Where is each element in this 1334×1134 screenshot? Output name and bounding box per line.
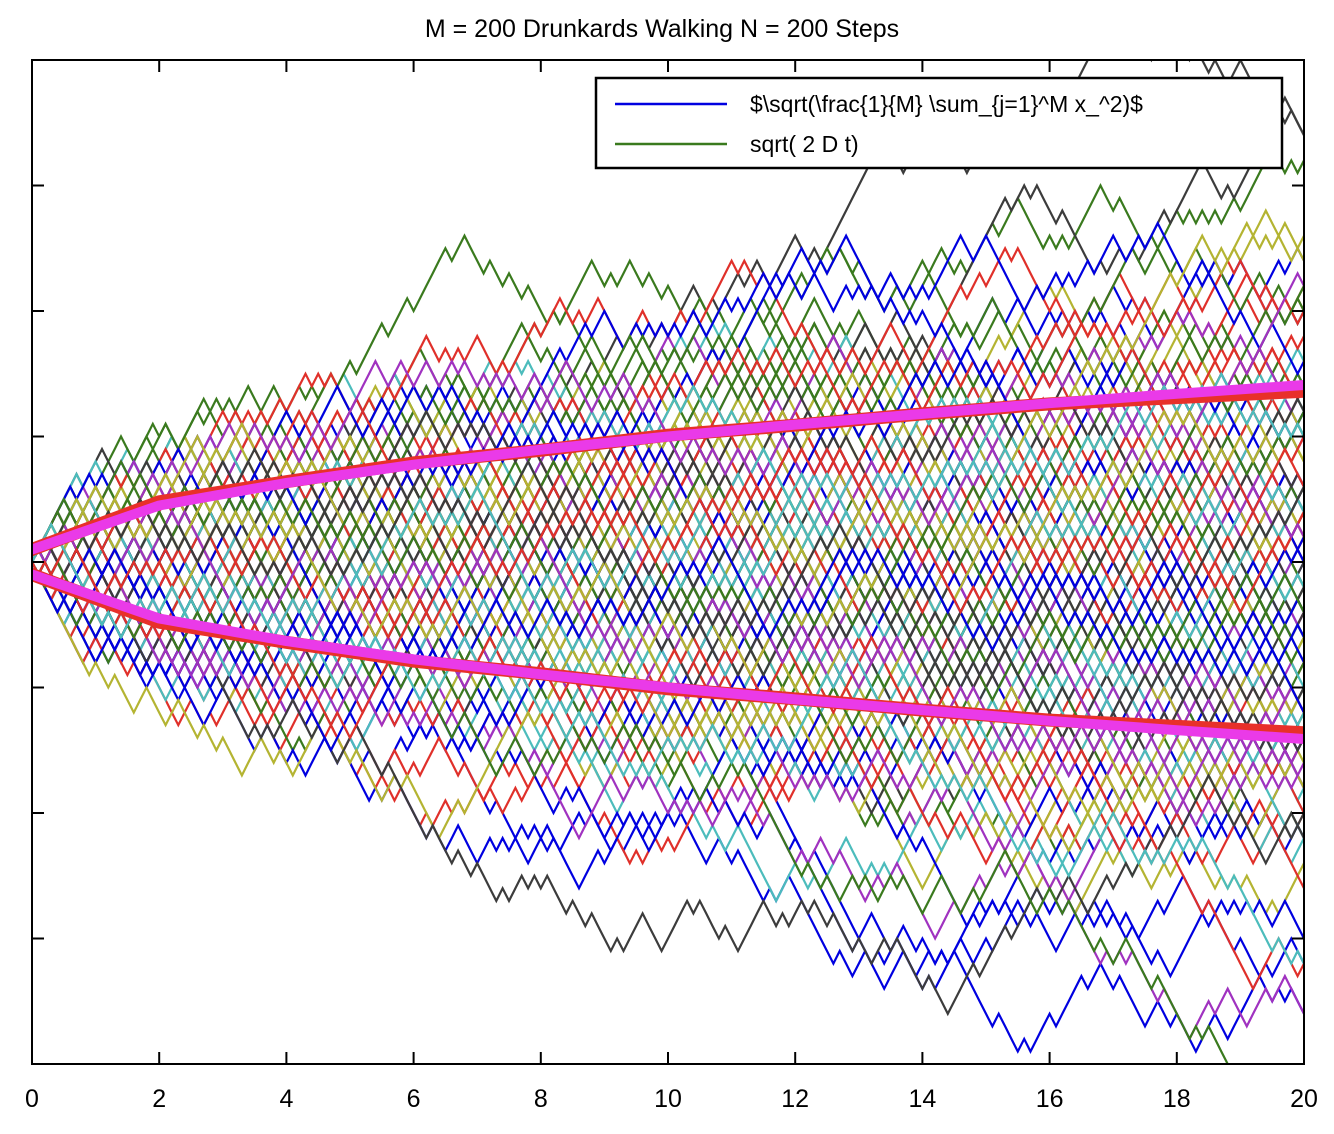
walk-line <box>32 421 1304 628</box>
legend-entry-label: sqrt( 2 D t) <box>750 131 859 157</box>
walk-lines <box>32 60 1304 1064</box>
walk-line <box>32 561 1304 854</box>
walk-line <box>32 509 1304 791</box>
walk-line <box>32 434 1304 628</box>
x-tick-label: 12 <box>781 1085 809 1113</box>
walk-line <box>32 509 1304 803</box>
x-tick-label: 18 <box>1163 1085 1191 1113</box>
walk-line <box>32 358 1304 577</box>
walk-line <box>32 321 1304 640</box>
walk-line <box>32 421 1304 615</box>
walk-line <box>32 509 1304 992</box>
axis-ticks <box>31 60 1305 1064</box>
walk-line <box>32 521 1304 828</box>
chart-title: M = 200 Drunkards Walking N = 200 Steps <box>425 15 899 43</box>
legend-entry-label: $\sqrt(\frac{1}{M} \sum_{j=1}^M x_^2)$ <box>750 91 1143 117</box>
walk-line <box>32 459 1304 628</box>
walk-line <box>32 383 1304 628</box>
diffusion-series-line <box>32 380 1304 555</box>
walk-line <box>32 534 1304 714</box>
walk-line <box>32 471 1304 690</box>
walk-line <box>32 559 1229 1064</box>
x-tick-label: 16 <box>1036 1085 1064 1113</box>
rms-series-line <box>32 384 1304 556</box>
walk-line <box>32 358 1304 577</box>
walk-line <box>32 547 1304 854</box>
walk-line <box>32 484 1304 628</box>
walk-line <box>32 421 1304 628</box>
walk-line <box>32 559 1304 791</box>
walk-line <box>32 471 1304 678</box>
walk-line <box>32 434 1304 753</box>
walk-line <box>32 459 1304 841</box>
walk-line <box>32 509 1304 628</box>
walk-line <box>32 434 1304 753</box>
walk-line <box>32 559 1304 854</box>
x-tick-label: 4 <box>279 1085 293 1113</box>
series-lines <box>32 380 1304 744</box>
walk-line <box>32 295 1304 603</box>
diffusion-series-line <box>32 569 1304 744</box>
x-tick-label: 8 <box>534 1085 548 1113</box>
walk-line <box>32 521 1304 678</box>
walk-line <box>32 434 1304 714</box>
x-tick-label: 10 <box>654 1085 682 1113</box>
walk-line <box>32 534 1304 816</box>
walk-line <box>32 321 1304 615</box>
x-tick-labels: 0 2 4 6 8 10 12 14 16 18 20 <box>25 1085 1318 1113</box>
walk-line <box>32 471 1304 690</box>
walk-line <box>32 258 1304 577</box>
rms-series-line <box>32 568 1304 740</box>
walk-line <box>32 107 1304 577</box>
x-tick-label: 20 <box>1290 1085 1318 1113</box>
walk-line <box>32 471 1304 665</box>
walk-line <box>32 496 1304 703</box>
legend-box <box>594 76 1284 170</box>
walk-line <box>32 258 1304 577</box>
walk-line <box>32 383 1304 577</box>
legend: $\sqrt(\frac{1}{M} \sum_{j=1}^M x_^2)$ s… <box>594 76 1284 170</box>
walk-line <box>32 421 1304 615</box>
walk-line <box>32 471 1304 678</box>
x-tick-label: 2 <box>152 1085 166 1113</box>
x-tick-label: 14 <box>908 1085 936 1113</box>
x-tick-label: 6 <box>407 1085 421 1113</box>
walk-line <box>32 521 1304 967</box>
walk-line <box>32 321 1304 615</box>
walk-line <box>32 446 1304 653</box>
walk-line <box>32 484 1304 703</box>
walk-line <box>32 509 1304 791</box>
walk-line <box>32 534 1304 1017</box>
x-tick-label: 0 <box>25 1085 39 1113</box>
